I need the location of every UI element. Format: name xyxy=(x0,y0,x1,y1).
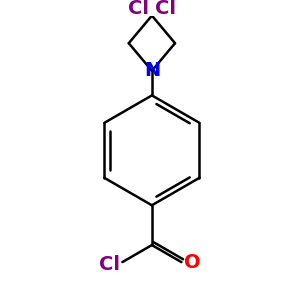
Text: Cl: Cl xyxy=(99,254,120,274)
Text: O: O xyxy=(184,253,201,272)
Text: Cl: Cl xyxy=(155,0,176,17)
Text: N: N xyxy=(144,61,160,80)
Text: Cl: Cl xyxy=(128,0,149,17)
